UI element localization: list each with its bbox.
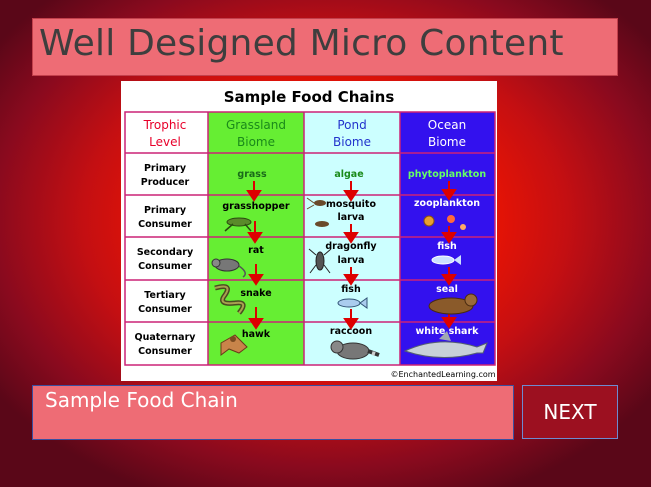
header-grassland-line1: Grassland [226,118,286,132]
food-chain-chart: Sample Food Chains Trophic Level Grassla… [121,81,497,381]
level-quaternary-consumer-2: Consumer [138,346,192,357]
grasshopper-icon [224,217,252,232]
ocean-fish-label: fish [437,241,457,252]
title-banner: Well Designed Micro Content [32,18,618,76]
mosquito-label-1: mosquito [326,199,376,210]
dragonfly-larva-icon [308,248,332,274]
phytoplankton-icon [423,215,466,230]
slide-title: Well Designed Micro Content [39,23,564,64]
level-quaternary-consumer-1: Quaternary [135,332,197,343]
level-primary-consumer-2: Consumer [138,219,192,230]
level-secondary-consumer-1: Secondary [137,247,194,258]
chart-title: Sample Food Chains [224,88,395,106]
phytoplankton-label: phytoplankton [408,169,486,180]
snake-icon [214,284,246,315]
hawk-icon [220,334,248,356]
seal-icon [428,293,478,315]
level-primary-consumer-1: Primary [144,205,187,216]
level-secondary-consumer-2: Consumer [138,261,192,272]
chart-credit: ©EnchantedLearning.com [390,370,495,379]
next-button[interactable]: NEXT [522,385,618,439]
level-primary-producer-2: Producer [141,177,190,188]
header-ocean-line2: Biome [428,135,466,149]
pond-fish-label: fish [341,284,361,295]
raccoon-label: raccoon [330,326,372,337]
hawk-label: hawk [242,329,271,340]
header-pond-line2: Biome [333,135,371,149]
snake-label: snake [240,288,271,299]
grass-label: grass [237,169,267,180]
algae-label: algae [334,169,363,180]
mosquito-label-2: larva [338,212,365,223]
raccoon-icon [330,340,380,360]
header-trophic-line2: Level [149,135,181,149]
white-shark-label: white shark [416,326,480,337]
dragonfly-label-2: larva [338,255,365,266]
seal-label: seal [436,284,458,295]
level-tertiary-consumer-2: Consumer [138,304,192,315]
pond-fish-icon [337,297,368,309]
level-primary-producer-1: Primary [144,163,187,174]
rat-icon [211,258,246,278]
zooplankton-label: zooplankton [414,198,480,209]
header-pond-line1: Pond [337,118,366,132]
level-tertiary-consumer-1: Tertiary [144,290,186,301]
dragonfly-label-1: dragonfly [325,241,377,252]
mosquito-larva-icon [306,197,329,227]
ocean-fish-icon [431,255,461,265]
header-trophic-line1: Trophic [143,118,187,132]
grasshopper-label: grasshopper [222,201,290,212]
header-grassland-line2: Biome [237,135,275,149]
caption-text: Sample Food Chain [45,388,238,412]
white-shark-icon [403,331,488,359]
header-ocean-line1: Ocean [428,118,466,132]
caption-box: Sample Food Chain [32,385,514,440]
rat-label: rat [248,245,264,256]
